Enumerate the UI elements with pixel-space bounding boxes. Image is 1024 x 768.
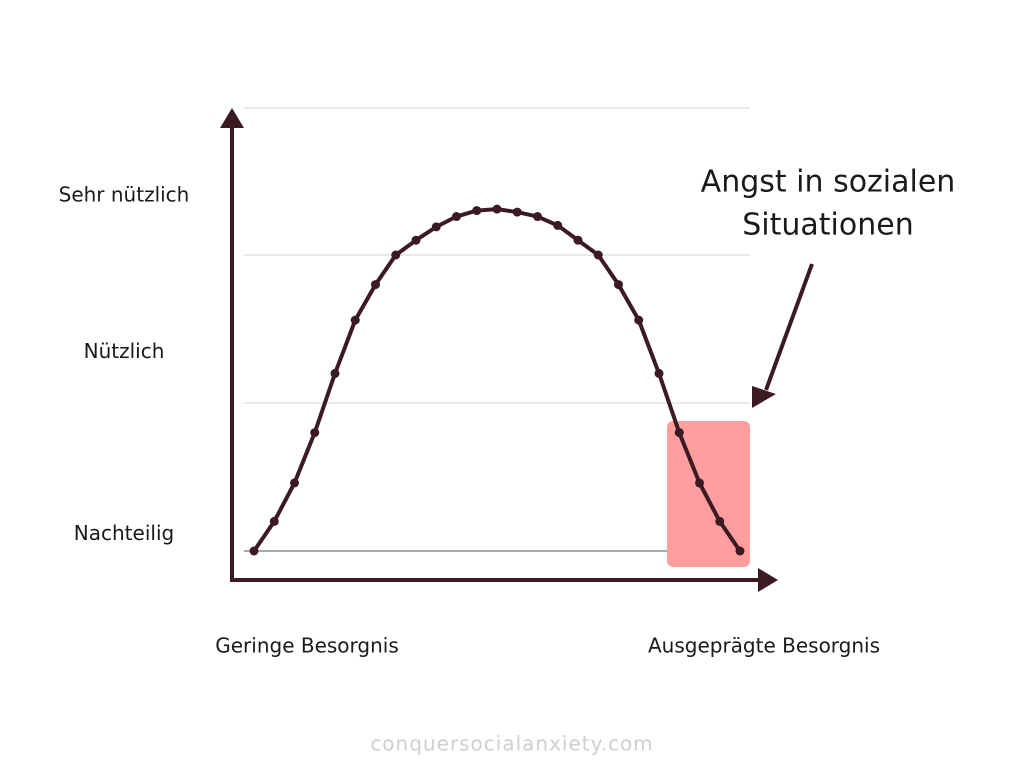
data-point bbox=[310, 428, 320, 438]
data-point bbox=[350, 315, 360, 325]
y-tick-label: Sehr nützlich bbox=[59, 182, 190, 206]
data-point bbox=[634, 315, 644, 325]
data-point bbox=[553, 220, 563, 230]
data-point bbox=[674, 428, 684, 438]
data-point bbox=[249, 546, 259, 556]
data-point bbox=[614, 280, 623, 290]
annotation-arrowhead bbox=[752, 386, 776, 408]
y-tick-label: Nützlich bbox=[84, 339, 165, 363]
data-point bbox=[573, 235, 583, 245]
data-point bbox=[330, 368, 340, 378]
data-point bbox=[512, 207, 522, 217]
y-tick-label: Nachteilig bbox=[74, 521, 174, 545]
footer: conquersocialanxiety.com bbox=[370, 732, 653, 756]
x-axis-label: Ausgeprägte Besorgnis bbox=[648, 634, 880, 658]
data-point bbox=[269, 516, 279, 526]
data-point bbox=[593, 250, 603, 260]
annotation-line: Situationen bbox=[742, 208, 913, 243]
data-point bbox=[431, 222, 441, 232]
data-point bbox=[492, 204, 502, 214]
data-point bbox=[533, 212, 542, 222]
data-point bbox=[452, 212, 461, 222]
data-point bbox=[695, 478, 704, 488]
data-point bbox=[735, 546, 745, 556]
data-point bbox=[391, 250, 401, 260]
data-point bbox=[654, 368, 664, 378]
data-point bbox=[472, 206, 482, 216]
data-point bbox=[715, 516, 725, 526]
data-point bbox=[371, 280, 380, 290]
data-point bbox=[290, 478, 299, 488]
annotation-arrow bbox=[764, 263, 814, 391]
x-axis-label: Geringe Besorgnis bbox=[215, 634, 399, 658]
annotation-line: Angst in sozialen bbox=[701, 165, 956, 200]
y-axis-arrow bbox=[220, 108, 244, 128]
x-axis-arrow bbox=[758, 568, 778, 592]
data-point bbox=[411, 235, 421, 245]
